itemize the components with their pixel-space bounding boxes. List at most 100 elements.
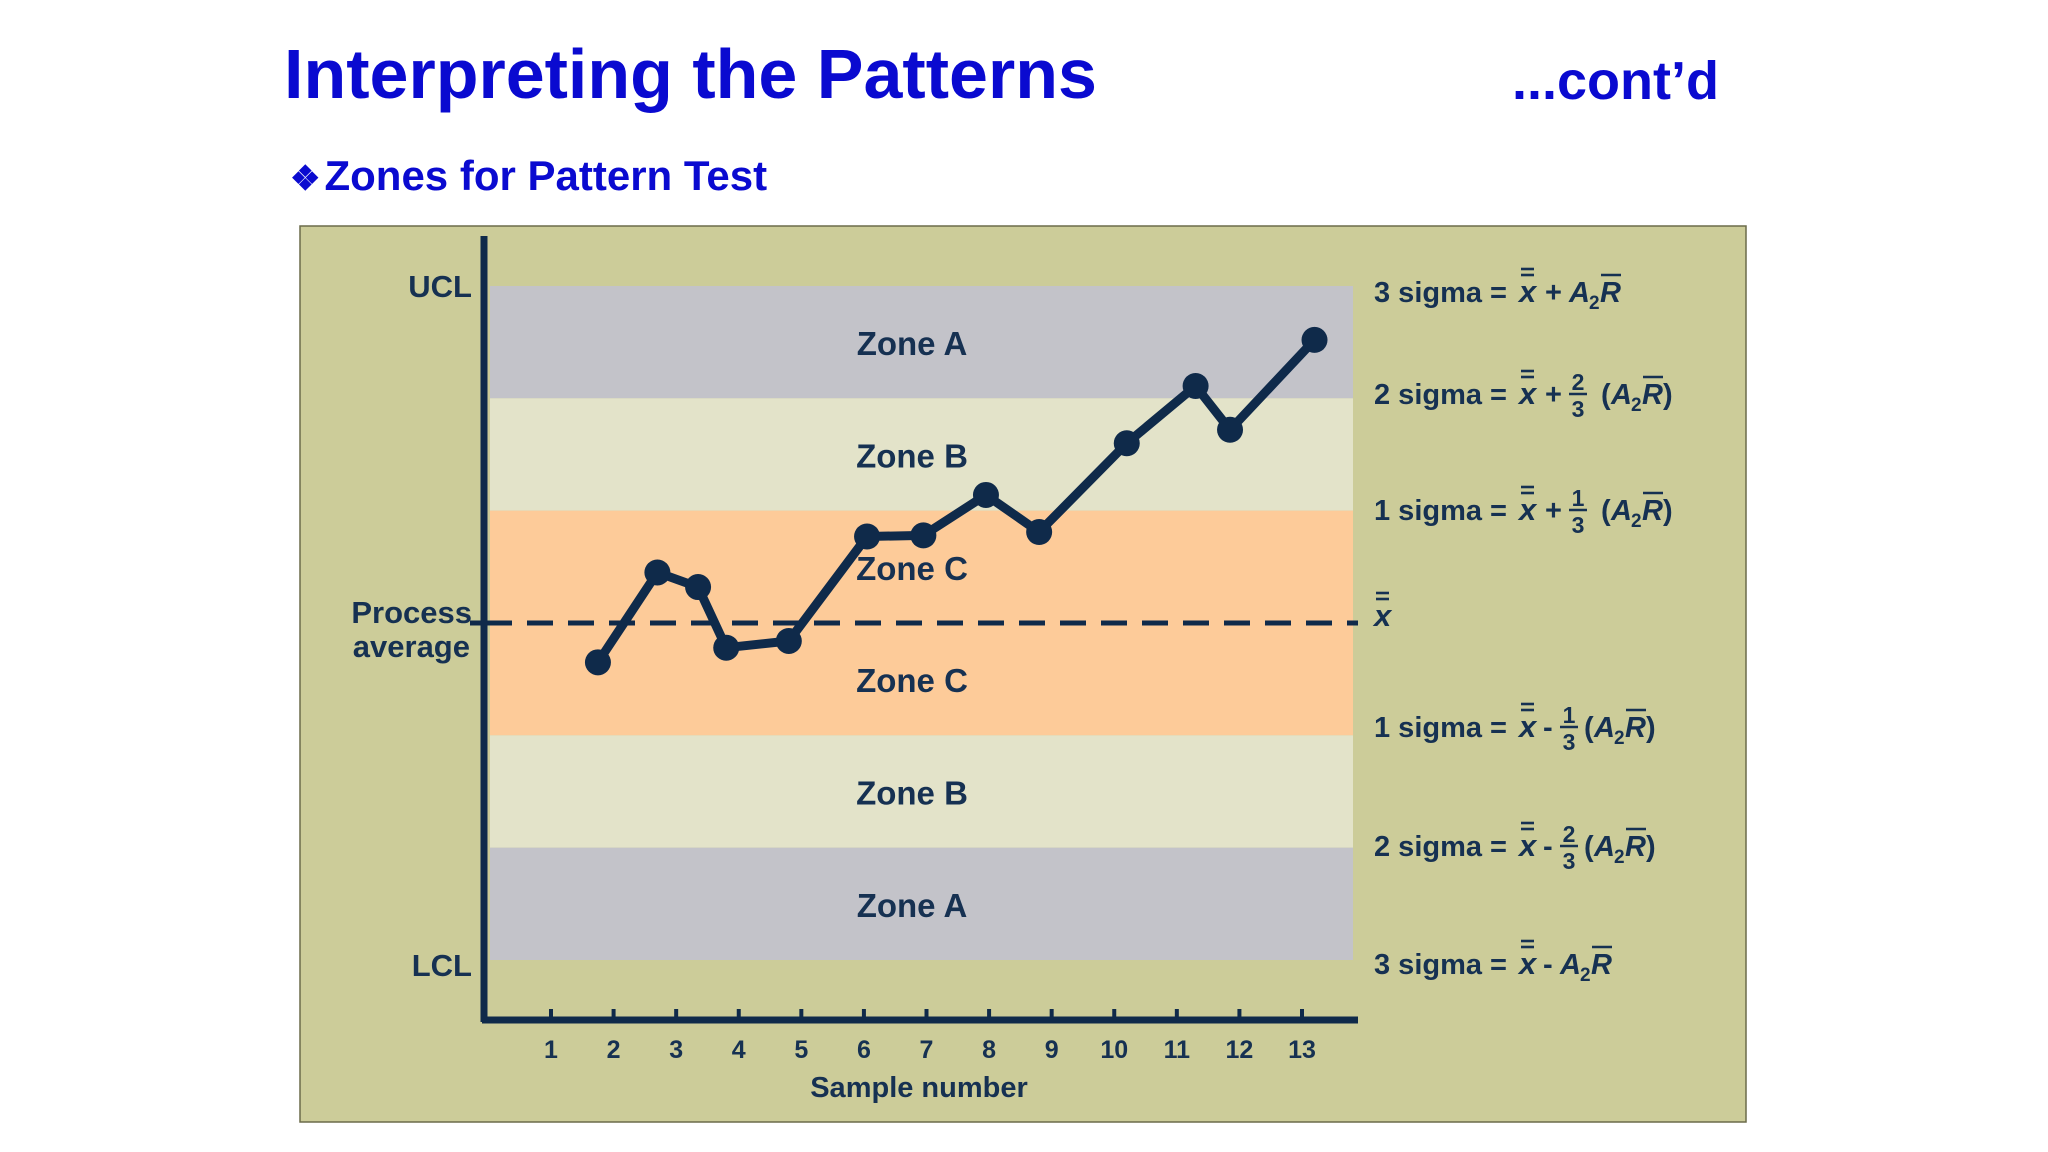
r-symbol: R bbox=[1642, 495, 1663, 527]
x-tick-label: 12 bbox=[1226, 1036, 1254, 1064]
sigma-label: 3 sigma = bbox=[1374, 277, 1507, 309]
fraction-denominator: 3 bbox=[1563, 848, 1576, 874]
section-subtitle: ❖Zones for Pattern Test bbox=[290, 152, 767, 200]
data-point bbox=[1217, 416, 1244, 443]
zone-label: Zone A bbox=[857, 325, 968, 362]
zone-band bbox=[490, 623, 1353, 736]
ucl-label: UCL bbox=[408, 269, 472, 304]
sigma-label: 2 sigma = bbox=[1374, 831, 1507, 863]
zone-label: Zone C bbox=[856, 550, 968, 587]
fraction-numerator: 1 bbox=[1563, 702, 1576, 728]
paren: ) bbox=[1646, 712, 1656, 744]
sign: - bbox=[1543, 949, 1553, 981]
a-symbol: A bbox=[1559, 949, 1581, 981]
zone-label: Zone A bbox=[857, 887, 968, 924]
zone-band bbox=[490, 735, 1353, 848]
paren: ) bbox=[1663, 495, 1673, 527]
paren: ) bbox=[1646, 831, 1656, 863]
sign: - bbox=[1543, 712, 1553, 744]
subscript-2: 2 bbox=[1589, 293, 1600, 314]
paren: ( bbox=[1584, 831, 1594, 863]
fraction-denominator: 3 bbox=[1572, 396, 1585, 422]
fraction-numerator: 2 bbox=[1572, 369, 1585, 395]
data-point bbox=[644, 559, 671, 586]
zone-label: Zone B bbox=[856, 775, 968, 812]
a-symbol: A bbox=[1593, 712, 1615, 744]
x-tick-label: 8 bbox=[982, 1036, 996, 1064]
diamond-bullet-icon: ❖ bbox=[290, 160, 321, 198]
subscript-2: 2 bbox=[1631, 511, 1642, 532]
fraction-numerator: 2 bbox=[1563, 821, 1576, 847]
subscript-2: 2 bbox=[1614, 728, 1625, 749]
zone-band bbox=[490, 398, 1353, 511]
data-point bbox=[1026, 519, 1053, 546]
x-tick-label: 4 bbox=[732, 1036, 746, 1064]
data-point bbox=[1301, 326, 1328, 353]
r-symbol: R bbox=[1625, 831, 1646, 863]
xbarbar-symbol: x bbox=[1517, 709, 1538, 744]
x-tick-label: 1 bbox=[544, 1036, 558, 1064]
zone-label: Zone C bbox=[856, 662, 968, 699]
data-point bbox=[584, 649, 611, 676]
xbarbar-symbol: x bbox=[1517, 946, 1538, 981]
data-point bbox=[910, 522, 937, 549]
xbarbar-symbol: x bbox=[1517, 828, 1538, 863]
sigma-label: 2 sigma = bbox=[1374, 379, 1507, 411]
data-point bbox=[775, 627, 802, 654]
sign: + bbox=[1545, 277, 1562, 309]
data-point bbox=[972, 481, 999, 508]
data-point bbox=[713, 634, 740, 661]
paren: ) bbox=[1663, 379, 1673, 411]
subtitle-text: Zones for Pattern Test bbox=[324, 152, 768, 199]
data-point bbox=[854, 523, 881, 550]
x-tick-label: 13 bbox=[1288, 1036, 1316, 1064]
page-title: Interpreting the Patterns bbox=[284, 35, 1097, 113]
sign: + bbox=[1545, 379, 1562, 411]
a-symbol: A bbox=[1610, 495, 1632, 527]
zone-band bbox=[490, 847, 1353, 960]
data-point bbox=[685, 574, 712, 601]
x-tick-label: 2 bbox=[607, 1036, 621, 1064]
xbarbar-symbol: x bbox=[1517, 492, 1538, 527]
xbarbar-symbol: x bbox=[1517, 376, 1538, 411]
zone-band bbox=[490, 286, 1353, 399]
r-symbol: R bbox=[1591, 949, 1612, 981]
r-symbol: R bbox=[1600, 277, 1621, 309]
fraction-denominator: 3 bbox=[1563, 729, 1576, 755]
lcl-label: LCL bbox=[412, 948, 472, 983]
process-average-label: Process bbox=[351, 595, 472, 630]
r-symbol: R bbox=[1625, 712, 1646, 744]
paren: ( bbox=[1584, 712, 1594, 744]
x-axis-title: Sample number bbox=[810, 1072, 1028, 1104]
x-tick-label: 5 bbox=[794, 1036, 808, 1064]
xbarbar-symbol: x bbox=[1372, 598, 1393, 633]
x-tick-label: 3 bbox=[669, 1036, 683, 1064]
x-tick-label: 11 bbox=[1164, 1036, 1191, 1064]
sign: - bbox=[1543, 831, 1553, 863]
r-symbol: R bbox=[1642, 379, 1663, 411]
x-tick-label: 7 bbox=[920, 1036, 934, 1064]
fraction-denominator: 3 bbox=[1572, 512, 1585, 538]
sigma-label: 1 sigma = bbox=[1374, 712, 1507, 744]
fraction-numerator: 1 bbox=[1572, 485, 1585, 511]
continued-label: ...cont’d bbox=[1512, 51, 1719, 111]
process-average-label: average bbox=[353, 629, 470, 664]
x-tick-label: 9 bbox=[1045, 1036, 1059, 1064]
a-symbol: A bbox=[1610, 379, 1632, 411]
zone-label: Zone B bbox=[856, 438, 968, 475]
xbarbar-symbol: x bbox=[1517, 274, 1538, 309]
data-point bbox=[1182, 372, 1209, 399]
data-point bbox=[1113, 430, 1140, 457]
subscript-2: 2 bbox=[1614, 847, 1625, 868]
subscript-2: 2 bbox=[1631, 395, 1642, 416]
x-tick-label: 10 bbox=[1100, 1036, 1128, 1064]
x-tick-label: 6 bbox=[857, 1036, 871, 1064]
sign: + bbox=[1545, 495, 1562, 527]
a-symbol: A bbox=[1593, 831, 1615, 863]
sigma-label: 3 sigma = bbox=[1374, 949, 1507, 981]
paren: ( bbox=[1601, 379, 1611, 411]
subscript-2: 2 bbox=[1580, 965, 1591, 986]
sigma-label: 1 sigma = bbox=[1374, 495, 1507, 527]
a-symbol: A bbox=[1568, 277, 1590, 309]
